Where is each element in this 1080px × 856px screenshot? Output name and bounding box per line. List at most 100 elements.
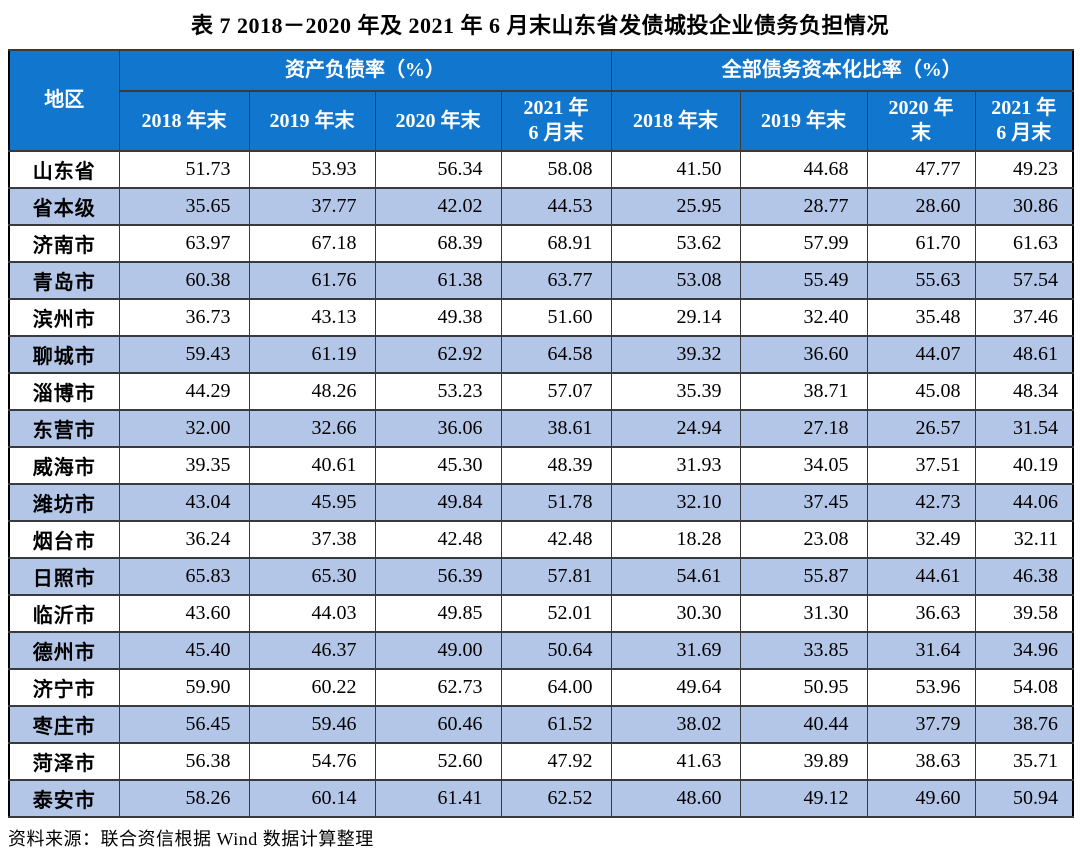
value-cell: 51.73 <box>118 150 250 189</box>
value-cell: 56.45 <box>118 705 250 744</box>
region-cell: 省本级 <box>8 187 120 226</box>
value-cell: 32.11 <box>974 520 1074 559</box>
source-note: 资料来源：联合资信根据 Wind 数据计算整理 <box>8 829 374 849</box>
value-cell: 54.08 <box>974 668 1074 707</box>
region-cell: 菏泽市 <box>8 742 120 781</box>
value-cell: 32.49 <box>866 520 976 559</box>
table-row: 日照市 65.83 65.30 56.39 57.81 54.61 55.87 44.61 46… <box>8 557 1074 596</box>
column-header-tdcr-2019: 2019 年末 <box>739 90 868 152</box>
table-row: 德州市 45.40 46.37 49.00 50.64 31.69 33.85 31.64 34… <box>8 631 1074 670</box>
value-cell: 35.65 <box>118 187 250 226</box>
value-cell: 44.53 <box>500 187 612 226</box>
region-cell: 泰安市 <box>8 779 120 818</box>
header-sub-row: 2018 年末 2019 年末 2020 年末 2021 年 6 月末 2018… <box>9 90 1074 152</box>
value-cell: 36.06 <box>374 409 502 448</box>
table-row: 聊城市 59.43 61.19 62.92 64.58 39.32 36.60 44.07 48… <box>8 335 1074 374</box>
value-cell: 64.00 <box>500 668 612 707</box>
value-cell: 48.34 <box>974 372 1074 411</box>
value-cell: 24.94 <box>610 409 741 448</box>
column-header-tdcr-2018: 2018 年末 <box>610 90 741 152</box>
region-cell: 青岛市 <box>8 261 120 300</box>
column-header-tdcr-2020: 2020 年 末 <box>866 90 976 152</box>
value-cell: 44.29 <box>118 372 250 411</box>
value-cell: 49.85 <box>374 594 502 633</box>
value-cell: 38.02 <box>610 705 741 744</box>
value-cell: 51.60 <box>500 298 612 337</box>
value-cell: 36.73 <box>118 298 250 337</box>
value-cell: 30.86 <box>974 187 1074 226</box>
value-cell: 31.93 <box>610 446 741 485</box>
value-cell: 38.63 <box>866 742 976 781</box>
value-cell: 53.96 <box>866 668 976 707</box>
value-cell: 41.50 <box>610 150 741 189</box>
table-row: 临沂市 43.60 44.03 49.85 52.01 30.30 31.30 36.63 39… <box>8 594 1074 633</box>
value-cell: 36.63 <box>866 594 976 633</box>
value-cell: 53.93 <box>248 150 376 189</box>
value-cell: 53.62 <box>610 224 741 263</box>
value-cell: 28.77 <box>739 187 868 226</box>
value-cell: 58.08 <box>500 150 612 189</box>
region-cell: 济南市 <box>8 224 120 263</box>
region-cell: 淄博市 <box>8 372 120 411</box>
value-cell: 54.61 <box>610 557 741 596</box>
value-cell: 33.85 <box>739 631 868 670</box>
value-cell: 58.26 <box>118 779 250 818</box>
value-cell: 36.24 <box>118 520 250 559</box>
value-cell: 56.34 <box>374 150 502 189</box>
value-cell: 57.07 <box>500 372 612 411</box>
value-cell: 37.45 <box>739 483 868 522</box>
region-cell: 东营市 <box>8 409 120 448</box>
value-cell: 25.95 <box>610 187 741 226</box>
value-cell: 61.38 <box>374 261 502 300</box>
value-cell: 31.30 <box>739 594 868 633</box>
value-cell: 48.60 <box>610 779 741 818</box>
column-group-total-debt-capitalization-ratio: 全部债务资本化比率（%） <box>610 49 1074 92</box>
region-cell: 济宁市 <box>8 668 120 707</box>
region-cell: 枣庄市 <box>8 705 120 744</box>
value-cell: 45.95 <box>248 483 376 522</box>
value-cell: 43.13 <box>248 298 376 337</box>
table-row: 泰安市 58.26 60.14 61.41 62.52 48.60 49.12 49.60 50… <box>8 779 1074 818</box>
region-cell: 烟台市 <box>8 520 120 559</box>
value-cell: 61.76 <box>248 261 376 300</box>
value-cell: 44.07 <box>866 335 976 374</box>
region-cell: 潍坊市 <box>8 483 120 522</box>
value-cell: 68.39 <box>374 224 502 263</box>
value-cell: 49.00 <box>374 631 502 670</box>
value-cell: 46.37 <box>248 631 376 670</box>
value-cell: 59.90 <box>118 668 250 707</box>
table-row: 菏泽市 56.38 54.76 52.60 47.92 41.63 39.89 38.63 35… <box>8 742 1074 781</box>
value-cell: 37.51 <box>866 446 976 485</box>
value-cell: 52.60 <box>374 742 502 781</box>
value-cell: 23.08 <box>739 520 868 559</box>
table-row: 枣庄市 56.45 59.46 60.46 61.52 38.02 40.44 37.79 38… <box>8 705 1074 744</box>
table-row: 东营市 32.00 32.66 36.06 38.61 24.94 27.18 26.57 31… <box>8 409 1074 448</box>
value-cell: 50.64 <box>500 631 612 670</box>
value-cell: 62.52 <box>500 779 612 818</box>
debt-burden-table: 地区 资产负债率（%） 全部债务资本化比率（%） 2018 年末 2019 年末… <box>8 49 1074 818</box>
value-cell: 60.14 <box>248 779 376 818</box>
value-cell: 37.79 <box>866 705 976 744</box>
value-cell: 41.63 <box>610 742 741 781</box>
value-cell: 45.40 <box>118 631 250 670</box>
value-cell: 32.40 <box>739 298 868 337</box>
table-row: 省本级 35.65 37.77 42.02 44.53 25.95 28.77 28.60 30… <box>8 187 1074 226</box>
value-cell: 50.95 <box>739 668 868 707</box>
value-cell: 39.35 <box>118 446 250 485</box>
value-cell: 55.63 <box>866 261 976 300</box>
value-cell: 37.77 <box>248 187 376 226</box>
table-row: 济宁市 59.90 60.22 62.73 64.00 49.64 50.95 53.96 54… <box>8 668 1074 707</box>
value-cell: 32.00 <box>118 409 250 448</box>
column-group-asset-liability-ratio: 资产负债率（%） <box>118 49 612 92</box>
value-cell: 48.26 <box>248 372 376 411</box>
table-row: 青岛市 60.38 61.76 61.38 63.77 53.08 55.49 55.63 57… <box>8 261 1074 300</box>
value-cell: 59.46 <box>248 705 376 744</box>
value-cell: 31.69 <box>610 631 741 670</box>
value-cell: 63.97 <box>118 224 250 263</box>
value-cell: 49.23 <box>974 150 1074 189</box>
value-cell: 68.91 <box>500 224 612 263</box>
value-cell: 43.60 <box>118 594 250 633</box>
column-header-region: 地区 <box>8 49 120 152</box>
value-cell: 31.64 <box>866 631 976 670</box>
region-cell: 临沂市 <box>8 594 120 633</box>
